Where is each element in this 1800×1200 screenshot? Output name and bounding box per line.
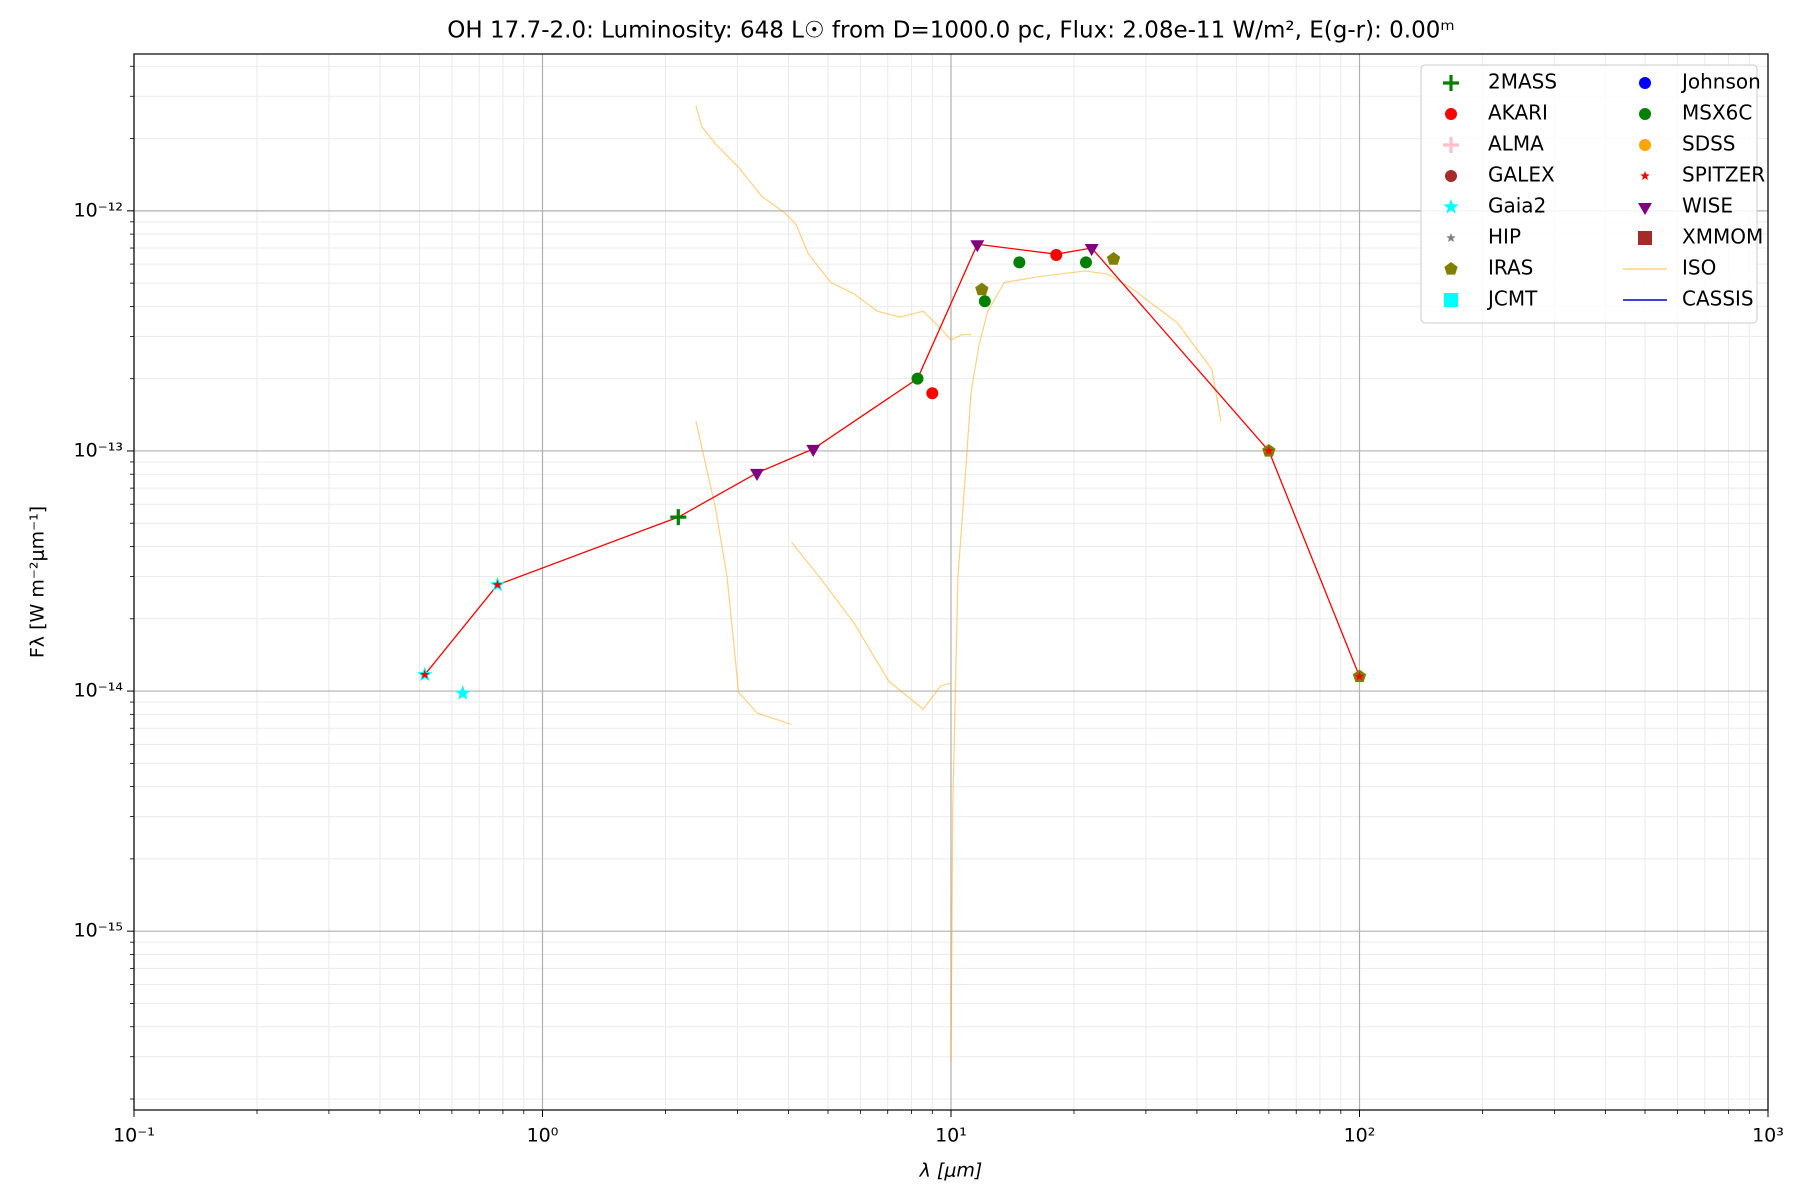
data-point [978, 295, 991, 308]
data-point [1050, 248, 1063, 261]
legend-marker [1639, 139, 1651, 151]
legend-text: WISE [1682, 194, 1733, 218]
legend-marker [1444, 262, 1458, 275]
data-point [750, 468, 764, 481]
data-point [1013, 256, 1026, 269]
data-point [970, 240, 985, 253]
y-tick-label: 10⁻¹² [74, 199, 123, 221]
legend-box [1420, 64, 1758, 324]
data-point [926, 387, 939, 400]
data-point [1354, 671, 1365, 681]
legend-marker [1638, 231, 1652, 245]
legend-text: Johnson [1680, 70, 1761, 94]
legend: 2MASS AKARI ALMA GALEX Gaia2 HIP IRAS JCMT Johns… [1420, 64, 1765, 324]
legend-text: ALMA [1488, 132, 1544, 156]
legend-text: IRAS [1488, 256, 1533, 280]
y-tick-label: 10⁻¹³ [74, 439, 123, 461]
legend-text: CASSIS [1682, 287, 1754, 311]
chart-title: OH 17.7-2.0: Luminosity: 648 L☉ from D=1… [447, 18, 1454, 44]
legend-marker [1443, 137, 1459, 153]
legend-marker [1443, 75, 1459, 91]
x-axis-label: λ [μm] [919, 1160, 983, 1182]
legend-text: ISO [1682, 256, 1716, 280]
data-line [695, 105, 1222, 1062]
legend-marker [1446, 233, 1456, 243]
legend-text: AKARI [1488, 101, 1548, 125]
y-axis-label: Fλ [W m⁻²μm⁻¹] [27, 506, 49, 658]
legend-text: Gaia2 [1488, 194, 1546, 218]
y-tick-label: 10⁻¹⁴ [74, 680, 124, 702]
data-point [1264, 445, 1274, 455]
data-point [420, 669, 430, 679]
data-point [806, 444, 821, 457]
x-tick-label: 10⁰ [527, 1125, 559, 1147]
legend-marker [1444, 293, 1458, 307]
data-point [455, 685, 471, 700]
y-tick-label: 10⁻¹⁵ [74, 920, 123, 942]
legend-text: JCMT [1486, 287, 1538, 311]
data-point [492, 579, 503, 589]
legend-marker [1445, 108, 1457, 120]
legend-text: MSX6C [1682, 101, 1752, 125]
legend-marker [1443, 199, 1459, 214]
legend-marker [1445, 170, 1457, 182]
x-tick-label: 10² [1344, 1125, 1376, 1147]
x-tick-label: 10¹ [935, 1125, 967, 1147]
data-point [1084, 244, 1099, 257]
plot-area [417, 105, 1367, 1062]
data-point [1079, 256, 1092, 269]
legend-marker [1638, 202, 1652, 216]
legend-text: SDSS [1682, 132, 1736, 156]
data-point [975, 282, 989, 296]
legend-text: SPITZER [1682, 163, 1765, 187]
x-tick-label: 10³ [1752, 1125, 1784, 1147]
legend-text: XMMOM [1682, 225, 1763, 249]
data-point [1106, 252, 1121, 265]
legend-text: HIP [1488, 225, 1521, 249]
x-tick-label: 10⁻¹ [113, 1125, 155, 1147]
legend-marker [1639, 108, 1651, 120]
data-point [911, 372, 924, 385]
plot-frame [133, 53, 1769, 1111]
legend-marker [1639, 77, 1651, 89]
legend-text: 2MASS [1488, 70, 1557, 94]
legend-marker [1640, 171, 1650, 181]
data-point [670, 509, 687, 526]
legend-text: GALEX [1488, 163, 1555, 187]
